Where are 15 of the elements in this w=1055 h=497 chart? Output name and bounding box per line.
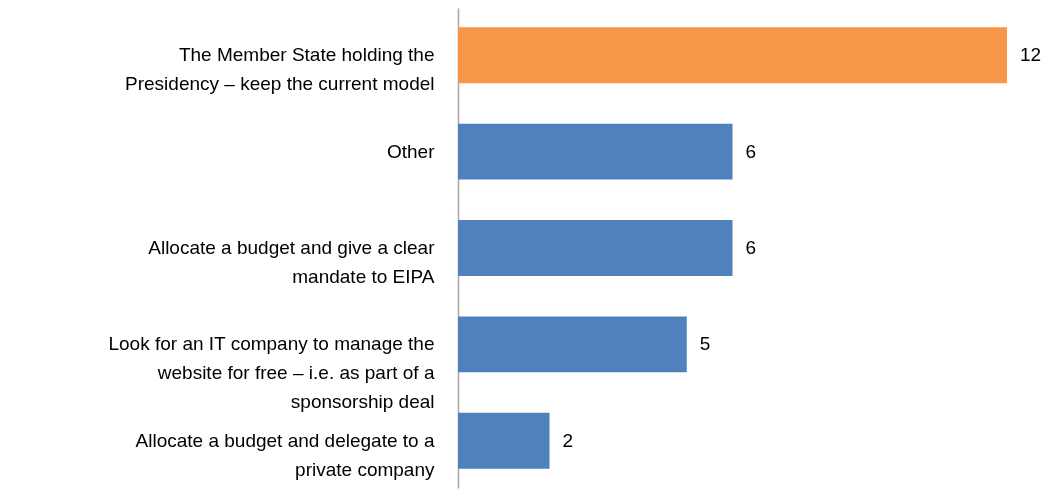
bar (458, 123, 733, 180)
bar (458, 220, 733, 276)
bar (458, 316, 687, 373)
y-tick-label: The Member State holding the Presidency – keep the current model (125, 44, 435, 95)
bar (458, 412, 550, 469)
y-tick-label: Allocate a budget and give a clear mandate to EIPA (148, 237, 436, 287)
data-label: 5 (699, 333, 711, 355)
data-label: 12 (1020, 44, 1042, 66)
data-label: 6 (745, 237, 757, 258)
y-tick-label: Allocate a budget and delegate to a private company (135, 429, 435, 480)
data-label: 2 (562, 429, 574, 451)
bar (458, 27, 1007, 84)
data-label: 6 (745, 140, 757, 162)
y-tick-label: Look for an IT company to manage the website for free – i.e. as part of a sponsorship deal (108, 333, 435, 413)
y-tick-label: Other (386, 140, 436, 162)
